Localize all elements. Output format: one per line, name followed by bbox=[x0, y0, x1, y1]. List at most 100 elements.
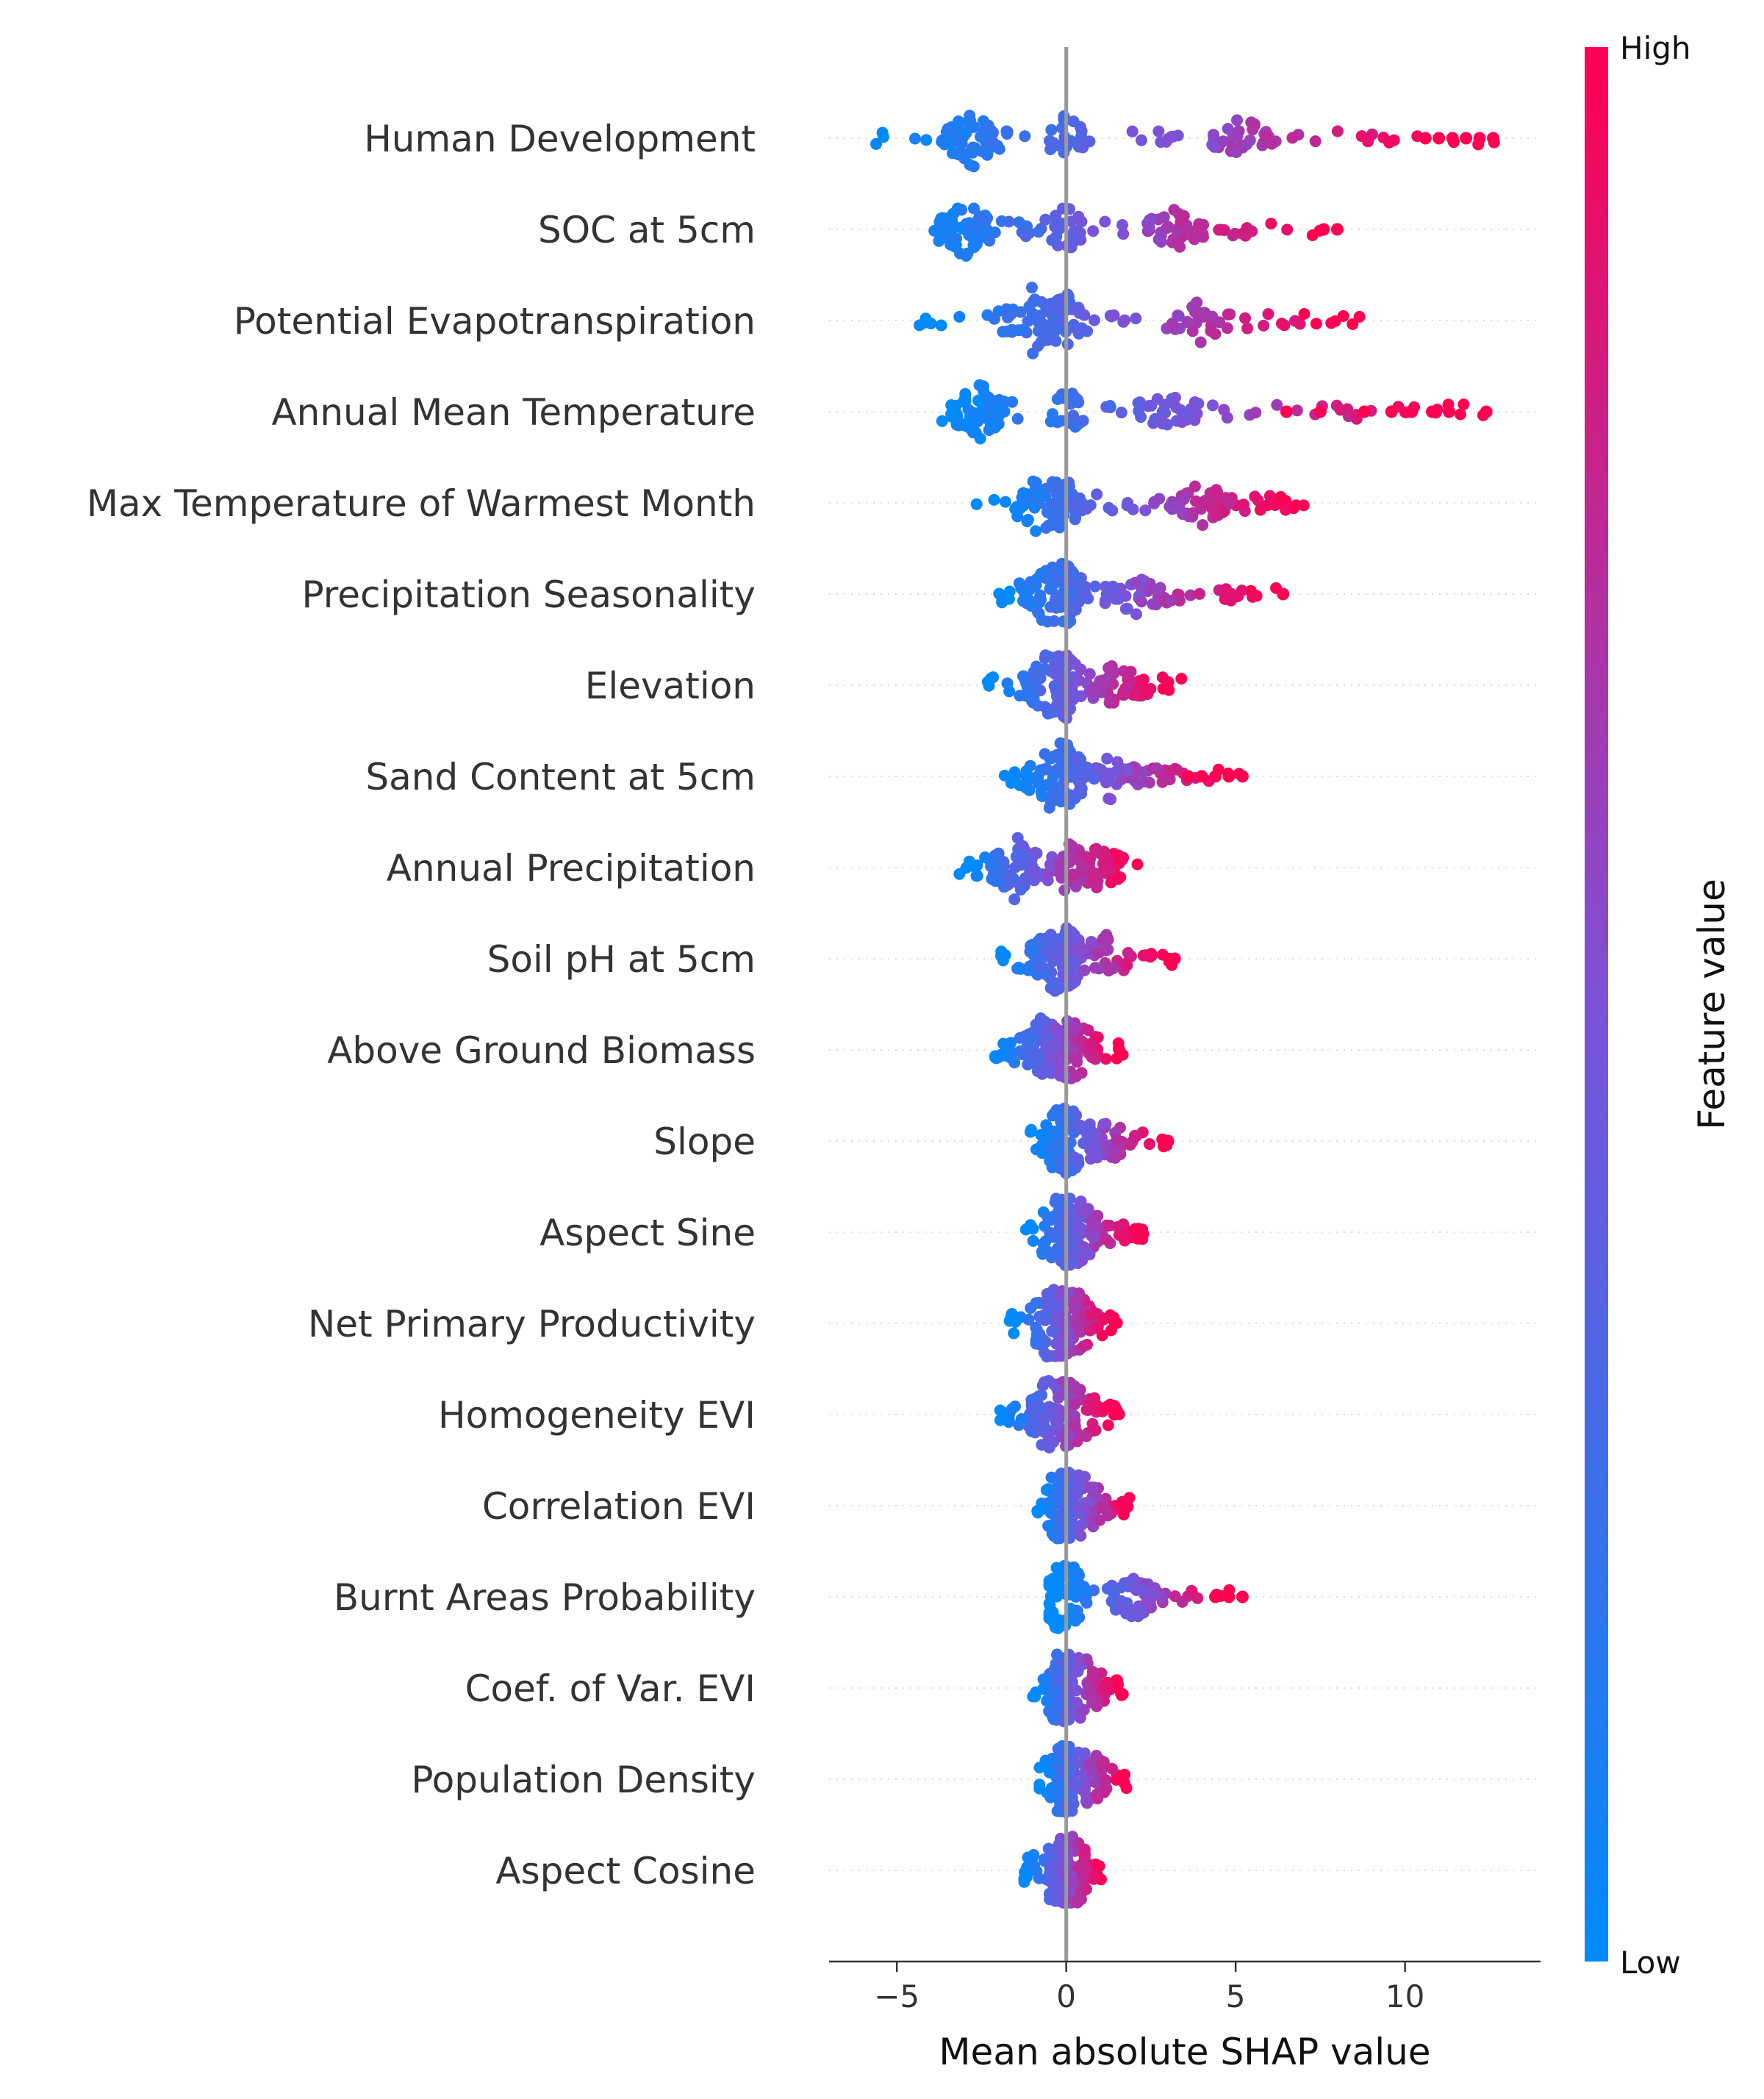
feature-label: Burnt Areas Probability bbox=[334, 1576, 756, 1619]
data-point bbox=[1030, 1297, 1042, 1309]
outlier-point bbox=[1222, 770, 1236, 783]
data-point bbox=[1027, 475, 1039, 487]
data-point bbox=[972, 415, 985, 426]
data-point bbox=[1275, 318, 1288, 330]
data-point bbox=[1069, 1070, 1082, 1083]
data-point bbox=[1256, 139, 1269, 151]
data-point bbox=[1289, 315, 1301, 327]
data-point bbox=[1002, 870, 1014, 883]
data-point bbox=[970, 498, 983, 510]
feature-row-points bbox=[989, 1012, 1129, 1084]
data-point bbox=[1150, 762, 1163, 774]
data-point bbox=[1027, 944, 1039, 956]
data-point bbox=[1053, 1676, 1065, 1688]
data-point bbox=[1033, 226, 1044, 238]
data-point bbox=[1068, 1302, 1080, 1315]
data-point bbox=[1156, 776, 1169, 788]
data-point bbox=[1102, 1676, 1114, 1689]
data-point bbox=[1041, 1375, 1054, 1387]
data-point bbox=[1101, 752, 1114, 765]
data-point bbox=[1098, 845, 1111, 858]
data-point bbox=[1131, 858, 1144, 870]
data-point bbox=[1125, 1610, 1138, 1623]
data-point bbox=[1163, 684, 1175, 696]
data-point bbox=[1262, 308, 1274, 321]
data-point bbox=[1088, 314, 1100, 326]
data-point bbox=[1026, 307, 1039, 320]
data-point bbox=[1066, 1676, 1078, 1688]
data-point bbox=[1102, 793, 1115, 805]
data-point bbox=[1139, 687, 1151, 699]
data-point bbox=[1055, 1115, 1067, 1128]
data-point bbox=[1102, 1419, 1114, 1431]
data-point bbox=[1099, 597, 1111, 609]
data-point bbox=[1019, 230, 1032, 243]
feature-label: Above Ground Biomass bbox=[327, 1029, 756, 1072]
data-point bbox=[1143, 776, 1155, 789]
data-point bbox=[1044, 1520, 1055, 1531]
data-point bbox=[945, 408, 958, 420]
data-point bbox=[870, 137, 882, 150]
data-point bbox=[1135, 411, 1147, 423]
data-point bbox=[1143, 214, 1155, 226]
data-point bbox=[981, 676, 994, 688]
data-point bbox=[1458, 398, 1470, 410]
data-point bbox=[1051, 669, 1064, 682]
data-point bbox=[1051, 698, 1064, 710]
data-point bbox=[1080, 1430, 1093, 1442]
data-point bbox=[964, 159, 976, 171]
data-point bbox=[1044, 859, 1056, 870]
data-point bbox=[1107, 962, 1119, 975]
data-point bbox=[1097, 932, 1109, 945]
data-point bbox=[1104, 1398, 1116, 1411]
data-point bbox=[1347, 318, 1359, 330]
data-point bbox=[1197, 228, 1209, 240]
data-point bbox=[1280, 495, 1292, 507]
outlier-point bbox=[1480, 405, 1493, 418]
feature-row-points bbox=[981, 649, 1188, 725]
data-point bbox=[1030, 1323, 1043, 1336]
data-point bbox=[1130, 608, 1142, 621]
data-point bbox=[1041, 1211, 1054, 1223]
feature-row-points bbox=[994, 1375, 1125, 1453]
data-point bbox=[970, 238, 983, 251]
data-point bbox=[968, 202, 980, 215]
data-point bbox=[1109, 593, 1122, 605]
data-point bbox=[1197, 519, 1209, 532]
data-point bbox=[1030, 1337, 1042, 1349]
data-point bbox=[1105, 876, 1117, 889]
data-point bbox=[1033, 594, 1045, 607]
data-point bbox=[1046, 234, 1058, 246]
data-point bbox=[1066, 655, 1078, 668]
data-point bbox=[1030, 1686, 1042, 1698]
data-point bbox=[1044, 299, 1055, 312]
outlier-point bbox=[1236, 1590, 1249, 1603]
data-point bbox=[1100, 768, 1112, 780]
outlier-point bbox=[1487, 132, 1499, 145]
outlier-point bbox=[1168, 952, 1181, 965]
data-point bbox=[1247, 124, 1259, 136]
data-point bbox=[1298, 308, 1311, 320]
data-point bbox=[1049, 1022, 1061, 1034]
data-point bbox=[1036, 1248, 1049, 1260]
data-point bbox=[1104, 400, 1116, 412]
feature-row-points bbox=[1019, 1192, 1150, 1271]
data-point bbox=[1047, 1108, 1060, 1120]
data-point bbox=[1169, 1590, 1181, 1603]
data-point bbox=[1055, 1467, 1067, 1480]
data-point bbox=[1151, 393, 1164, 405]
data-point bbox=[1044, 1506, 1057, 1519]
data-point bbox=[1088, 1393, 1100, 1406]
data-point bbox=[1011, 412, 1024, 425]
data-point bbox=[1222, 308, 1234, 321]
colorbar-title: Feature value bbox=[1690, 879, 1733, 1129]
data-point bbox=[1172, 310, 1184, 321]
feature-row-points bbox=[1043, 1559, 1249, 1634]
data-point bbox=[1091, 1792, 1104, 1805]
data-point bbox=[1027, 296, 1039, 308]
outlier-point bbox=[1358, 405, 1371, 418]
data-point bbox=[1091, 1320, 1104, 1333]
data-point bbox=[1058, 1215, 1070, 1227]
data-point bbox=[1079, 1585, 1091, 1598]
data-point bbox=[1208, 129, 1219, 141]
